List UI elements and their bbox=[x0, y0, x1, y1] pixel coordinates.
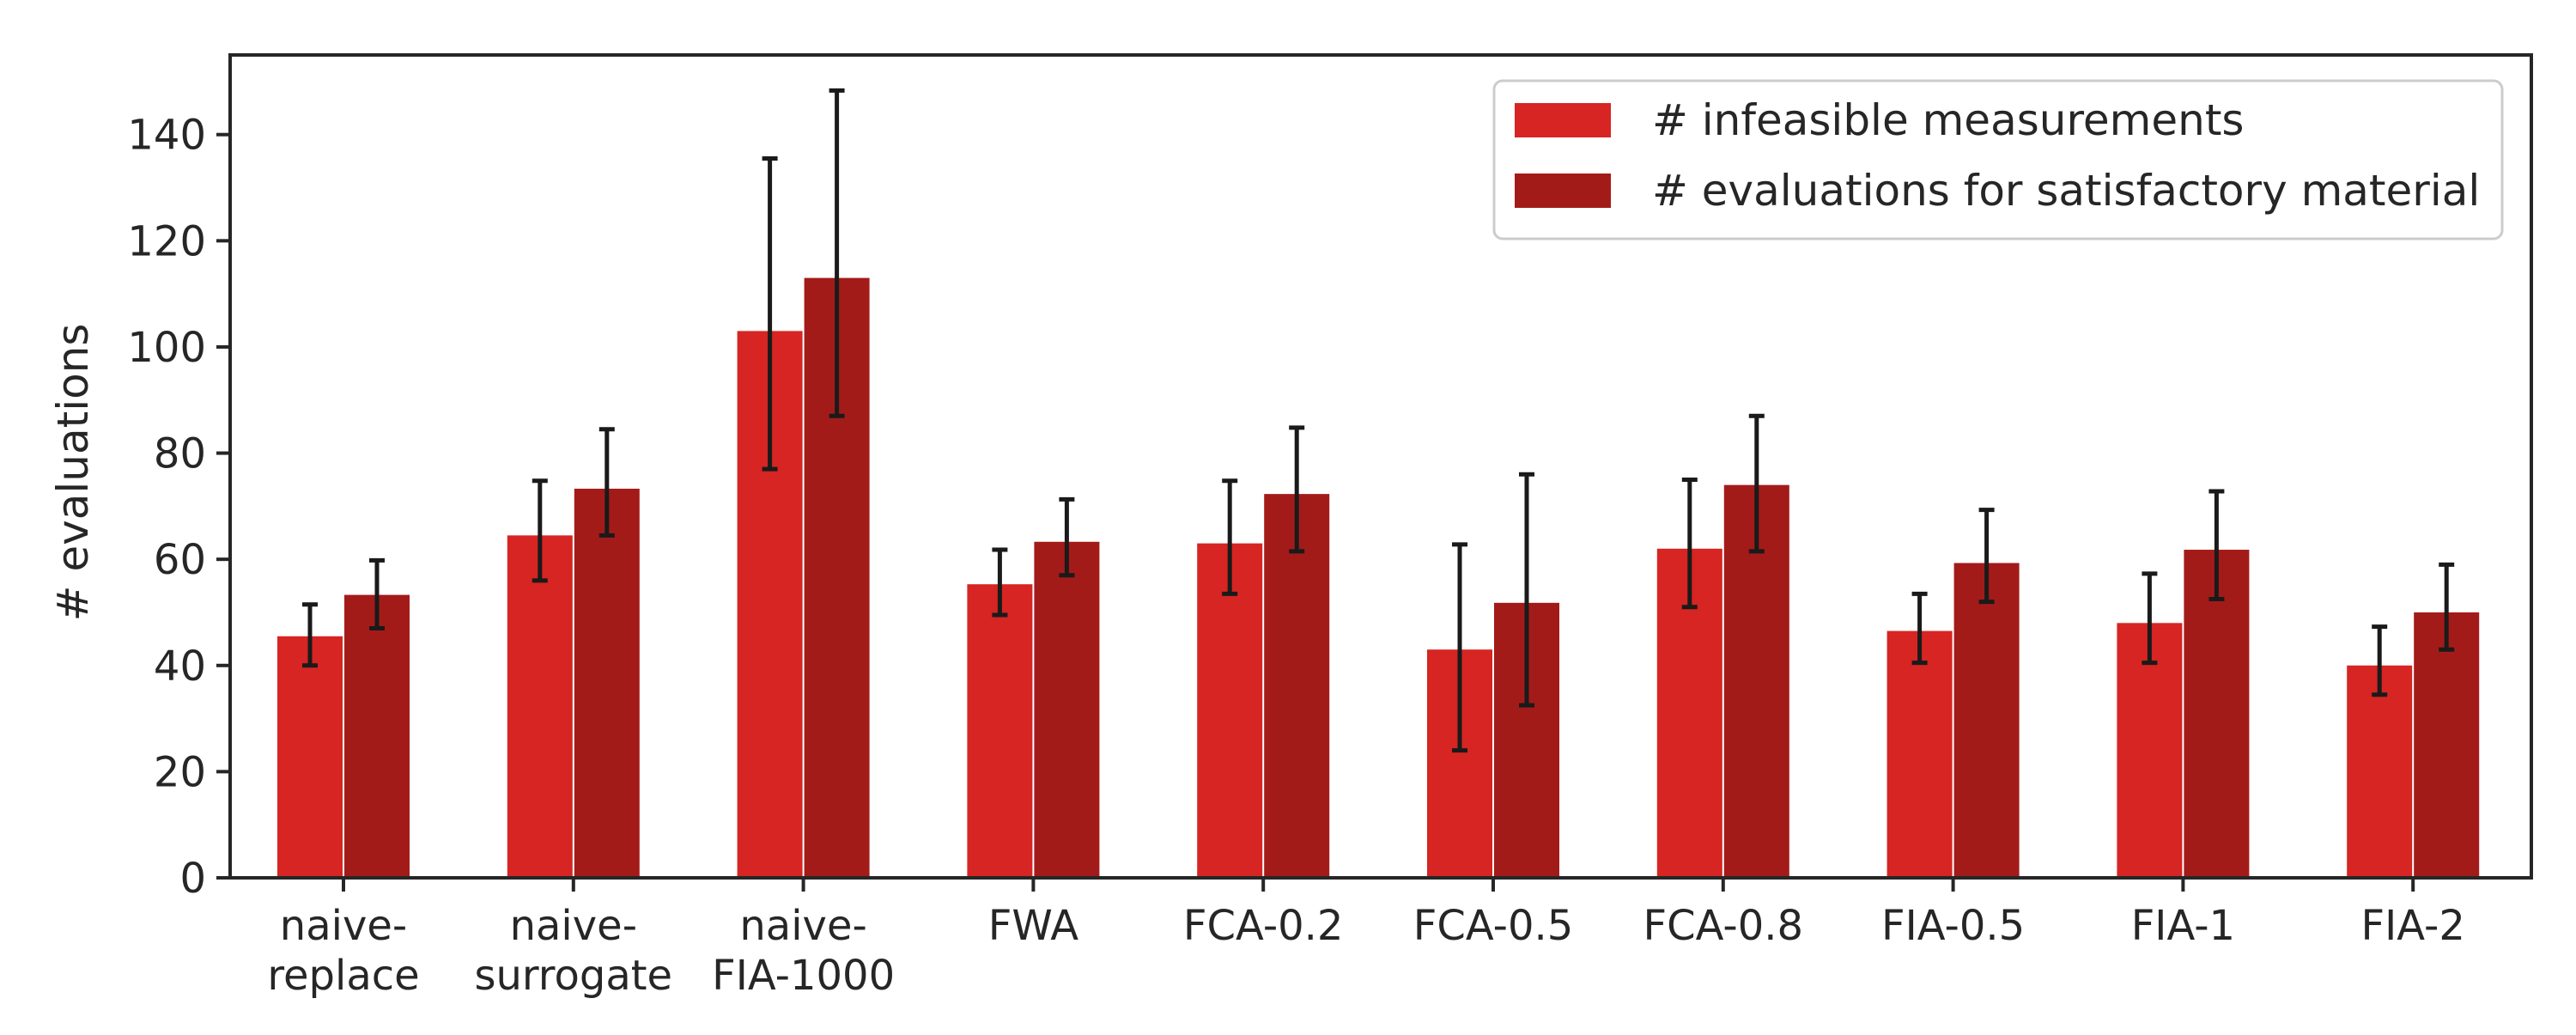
x-tick-label-line: FCA-0.5 bbox=[1413, 902, 1574, 950]
x-tick-label: FIA-0.5 bbox=[1881, 902, 2025, 950]
bar-series2 bbox=[1953, 563, 2020, 878]
bar-series2 bbox=[1034, 541, 1100, 878]
bar-series2 bbox=[344, 594, 410, 878]
x-axis: naive-replacenaive-surrogatenaive-FIA-10… bbox=[267, 878, 2465, 1000]
bar-series2 bbox=[2414, 612, 2480, 878]
legend-label: # evaluations for satisfactory material bbox=[1652, 166, 2480, 216]
plot-frame bbox=[228, 53, 2533, 880]
bar-series1 bbox=[2117, 623, 2183, 878]
x-tick-label-line: FIA-0.5 bbox=[1881, 902, 2025, 950]
y-tick-label: 0 bbox=[179, 855, 206, 903]
x-tick-label-line: FCA-0.2 bbox=[1183, 902, 1344, 950]
bar-series1 bbox=[277, 636, 343, 878]
legend-swatch bbox=[1515, 174, 1611, 208]
y-tick-label: 120 bbox=[127, 217, 206, 265]
bar-series2 bbox=[574, 488, 640, 878]
x-tick-label: FIA-2 bbox=[2360, 902, 2464, 950]
x-tick-label-line: FIA-2 bbox=[2360, 902, 2464, 950]
legend-box bbox=[1492, 79, 2504, 240]
x-tick-label: FCA-0.5 bbox=[1413, 902, 1574, 950]
bar-series1 bbox=[507, 535, 573, 878]
bar-series1 bbox=[967, 584, 1033, 878]
bar-series1 bbox=[2347, 665, 2413, 878]
x-tick-label-line: naive- bbox=[280, 902, 407, 950]
y-tick-label: 60 bbox=[154, 536, 206, 584]
x-tick-label: naive-replace bbox=[267, 902, 419, 1000]
y-tick-label: 100 bbox=[127, 324, 206, 372]
x-tick-label-line: surrogate bbox=[474, 952, 672, 1000]
x-tick-label: FCA-0.2 bbox=[1183, 902, 1344, 950]
bar-series2 bbox=[1264, 494, 1330, 878]
y-tick-label: 140 bbox=[127, 112, 206, 160]
x-tick-label-line: FIA-1000 bbox=[712, 952, 895, 1000]
bar-series1 bbox=[1197, 543, 1263, 878]
x-tick-label: naive-surrogate bbox=[474, 902, 672, 1000]
x-tick-label: FWA bbox=[988, 902, 1078, 950]
x-tick-label-line: FWA bbox=[988, 902, 1078, 950]
x-tick-label-line: naive- bbox=[739, 902, 866, 950]
y-tick-label: 80 bbox=[154, 430, 206, 478]
legend-swatch bbox=[1515, 103, 1611, 137]
x-tick-label-line: naive- bbox=[510, 902, 637, 950]
x-tick-label-line: FCA-0.8 bbox=[1643, 902, 1804, 950]
plot-marks bbox=[277, 88, 2480, 878]
x-tick-label-line: replace bbox=[267, 952, 419, 1000]
y-axis-label: # evaluations bbox=[48, 324, 98, 622]
x-tick-label: FCA-0.8 bbox=[1643, 902, 1804, 950]
y-tick-label: 40 bbox=[154, 642, 206, 691]
legend-label: # infeasible measurements bbox=[1652, 95, 2244, 145]
x-tick-label-line: FIA-1 bbox=[2131, 902, 2235, 950]
legend: # infeasible measurements # evaluations f… bbox=[1492, 79, 2504, 240]
bar-series2 bbox=[2184, 550, 2250, 878]
bar-series1 bbox=[1886, 630, 1953, 878]
x-tick-label: naive-FIA-1000 bbox=[712, 902, 895, 1000]
y-axis: 0 20 40 60 80 100 120 140 bbox=[127, 112, 230, 903]
x-tick-label: FIA-1 bbox=[2131, 902, 2235, 950]
y-tick-label: 20 bbox=[154, 748, 206, 796]
